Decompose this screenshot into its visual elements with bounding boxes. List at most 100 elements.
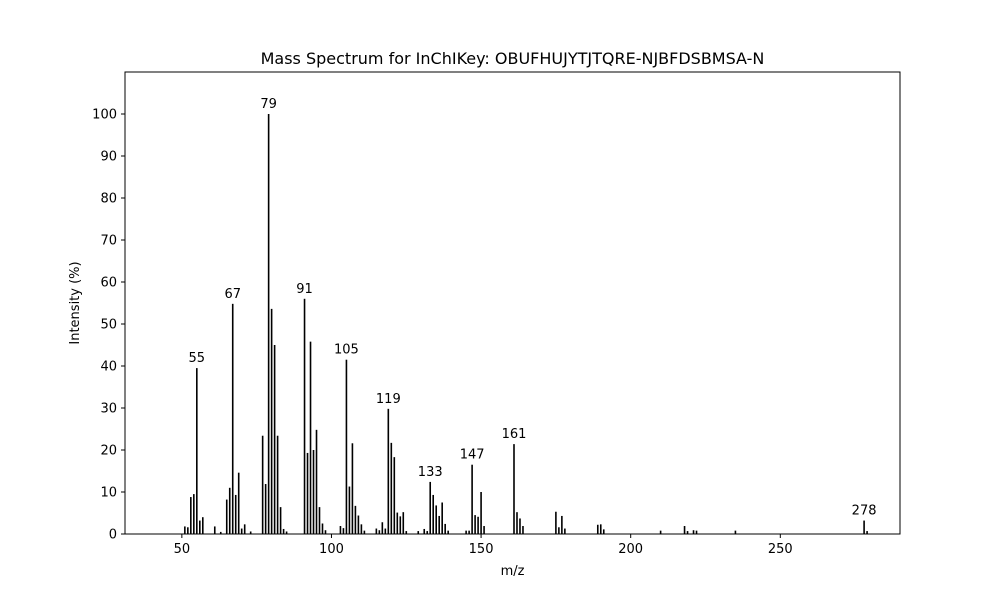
peak-bar-120	[390, 442, 393, 534]
spectrum-bars	[184, 114, 868, 534]
peak-bar-53	[190, 497, 192, 534]
peak-bar-222	[695, 530, 698, 534]
peak-bar-117	[381, 522, 384, 534]
peak-bar-95	[315, 429, 318, 534]
peak-label-147: 147	[460, 448, 485, 463]
peak-bar-73	[249, 531, 252, 534]
peak-bar-189	[596, 524, 599, 534]
peak-bar-176	[558, 527, 560, 534]
peak-bar-150	[480, 492, 482, 534]
peak-bar-162	[516, 512, 518, 534]
peak-bar-138	[444, 523, 446, 534]
peak-bar-119	[387, 408, 390, 534]
peak-bar-67	[231, 303, 234, 534]
peak-bar-68	[234, 494, 237, 534]
y-tick-label-50: 50	[100, 318, 117, 333]
peak-bar-77	[261, 435, 264, 534]
peak-bar-103	[339, 526, 342, 534]
peak-bar-218	[683, 526, 686, 534]
peak-bar-219	[686, 531, 689, 534]
peak-bar-163	[519, 518, 521, 534]
peak-bar-70	[240, 528, 243, 534]
y-tick-label-30: 30	[100, 402, 117, 417]
peak-bar-79	[267, 114, 270, 534]
peak-label-161: 161	[502, 427, 527, 442]
peak-bar-83	[279, 507, 282, 534]
peak-bar-164	[522, 526, 524, 534]
peak-bar-131	[423, 528, 426, 534]
peak-bar-178	[564, 528, 566, 534]
peak-bar-148	[474, 515, 476, 534]
peak-label-67: 67	[224, 287, 241, 302]
peak-bar-57	[201, 517, 204, 534]
peak-bar-115	[375, 528, 378, 534]
peak-bar-106	[348, 486, 351, 534]
peak-bar-116	[378, 530, 381, 534]
peak-bar-55	[196, 368, 198, 534]
y-axis-label: Intensity (%)	[68, 261, 83, 344]
y-tick-label-40: 40	[100, 360, 117, 375]
peak-bar-135	[435, 505, 437, 534]
peak-label-133: 133	[418, 465, 443, 480]
peak-bar-221	[692, 530, 695, 534]
peak-bar-63	[219, 531, 222, 534]
peak-bar-61	[213, 526, 216, 534]
y-axis-ticks: 0 10 20 30 40 50 60 70 80 90 100	[92, 108, 125, 543]
peak-label-91: 91	[296, 282, 313, 297]
x-tick-label-150: 150	[469, 542, 494, 557]
peak-label-79: 79	[260, 97, 277, 112]
peak-bar-109	[357, 515, 360, 534]
peak-bar-71	[243, 524, 246, 534]
peak-bar-279	[866, 531, 868, 534]
peak-bar-129	[417, 531, 420, 534]
peak-bar-139	[447, 530, 449, 534]
y-tick-label-0: 0	[109, 528, 117, 543]
peak-label-119: 119	[376, 392, 401, 407]
peak-bar-65	[225, 499, 228, 534]
peak-bar-134	[432, 494, 435, 534]
peak-bar-78	[264, 484, 267, 534]
x-axis-label: m/z	[501, 564, 525, 579]
peak-bar-108	[354, 505, 357, 534]
peak-bar-81	[273, 345, 276, 534]
peak-bar-69	[237, 472, 240, 534]
peak-bar-133	[429, 481, 432, 534]
peak-bar-54	[193, 494, 195, 534]
peak-bar-190	[599, 524, 602, 534]
peak-bar-107	[351, 443, 354, 534]
peak-bar-105	[345, 359, 348, 534]
peak-bar-91	[303, 298, 306, 534]
peak-bar-210	[659, 530, 662, 534]
peak-bar-97	[321, 523, 324, 534]
peak-bar-145	[465, 530, 467, 534]
peak-bar-121	[393, 457, 396, 534]
peak-bar-84	[282, 528, 285, 534]
peak-bar-93	[309, 341, 312, 534]
peak-bar-191	[602, 529, 605, 534]
peak-labels: 55 67 79 91 105 119 133 147 161 278	[189, 97, 877, 519]
peak-bar-132	[426, 531, 429, 534]
peak-label-55: 55	[189, 351, 206, 366]
peak-bar-125	[405, 531, 408, 534]
x-tick-label-100: 100	[319, 542, 344, 557]
peak-bar-235	[734, 530, 737, 534]
peak-bar-51	[184, 526, 186, 534]
peak-bar-118	[384, 528, 387, 534]
y-tick-label-80: 80	[100, 192, 117, 207]
peak-bar-122	[396, 512, 399, 534]
peak-bar-80	[270, 308, 273, 534]
peak-bar-147	[471, 464, 473, 534]
peak-bar-124	[402, 512, 405, 534]
peak-bar-110	[360, 524, 363, 534]
chart-title: Mass Spectrum for InChIKey: OBUFHUJYTJTQ…	[261, 49, 765, 68]
peak-bar-98	[324, 530, 327, 534]
peak-bar-177	[561, 515, 563, 534]
peak-bar-136	[438, 515, 440, 534]
peak-bar-175	[555, 511, 557, 534]
peak-bar-85	[285, 531, 288, 534]
x-axis-ticks: 50 100 150 200 250	[174, 534, 793, 557]
x-tick-label-250: 250	[768, 542, 793, 557]
peak-label-105: 105	[334, 343, 359, 358]
